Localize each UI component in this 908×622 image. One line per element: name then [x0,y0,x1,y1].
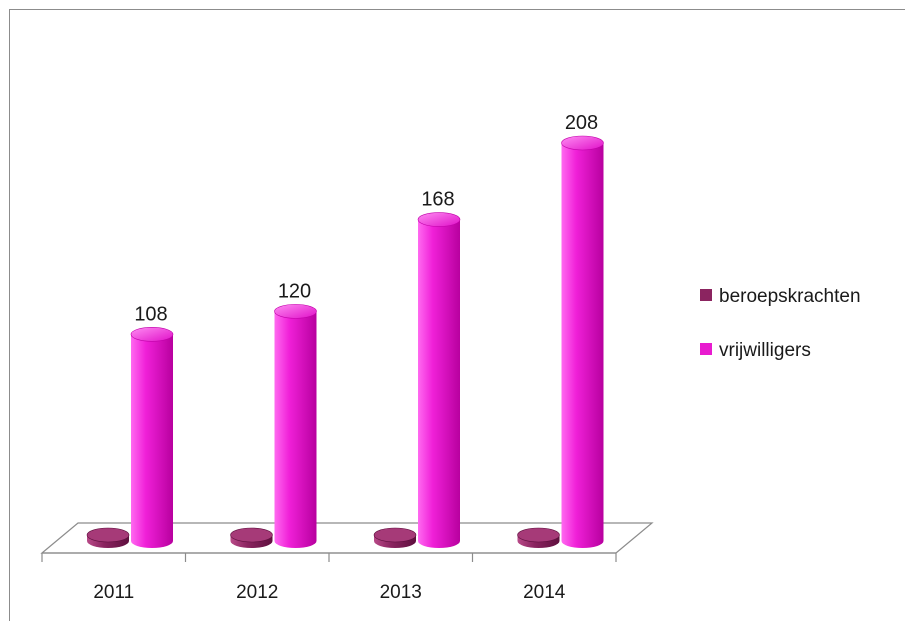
legend-label-vrijwilligers: vrijwilligers [719,340,811,361]
legend-swatch-beroepskrachten [700,289,712,301]
bar-beroepskrachten-2012 [231,528,273,548]
x-tick-label-2014: 2014 [523,582,566,603]
bar-vrijwilligers-2012 [275,304,317,548]
legend-swatch-vrijwilligers [700,343,712,355]
legend-label-beroepskrachten: beroepskrachten [719,286,861,307]
data-label-vrijwilligers-2011: 108 [134,303,167,325]
bar-beroepskrachten-2011 [87,528,129,548]
bar-vrijwilligers-2013 [418,213,460,548]
data-label-vrijwilligers-2014: 208 [565,112,598,134]
x-axis-labels: 2011 2012 2013 2014 [93,582,565,603]
x-axis-ticks [42,553,616,562]
x-tick-label-2011: 2011 [93,582,134,603]
data-label-vrijwilligers-2013: 168 [421,189,454,211]
bar-beroepskrachten-2013 [374,528,416,548]
bar-vrijwilligers-2014 [562,136,604,548]
legend: beroepskrachten vrijwilligers [700,286,861,361]
x-tick-label-2013: 2013 [380,582,422,603]
bars: 108 120 168 208 [87,112,604,548]
bar-vrijwilligers-2011 [131,327,173,548]
x-tick-label-2012: 2012 [236,582,278,603]
data-label-vrijwilligers-2012: 120 [278,280,311,302]
bar-beroepskrachten-2014 [518,528,560,548]
